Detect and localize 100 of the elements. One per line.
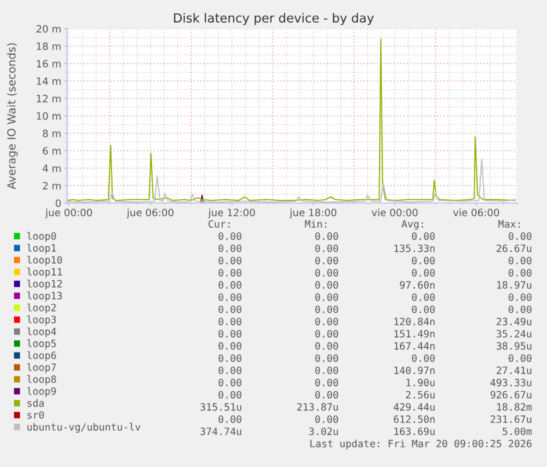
line-series bbox=[67, 38, 516, 201]
legend-label: loop12 bbox=[27, 280, 62, 290]
text: 0.00 bbox=[218, 354, 242, 362]
legend-label: loop9 bbox=[27, 387, 56, 397]
text: 0.00 bbox=[412, 232, 435, 240]
text: 0.00 bbox=[508, 232, 532, 240]
y-tick-label: 8 m bbox=[42, 130, 61, 138]
x-tick-label: jue 18:00 bbox=[290, 208, 336, 218]
legend-label: sda bbox=[28, 399, 44, 407]
text: 0.00 bbox=[218, 330, 242, 338]
y-tick-label: 2 m bbox=[42, 182, 61, 190]
text: 0.00 bbox=[315, 318, 338, 326]
y-tick-label: 0 bbox=[56, 199, 61, 207]
legend-label: ubuntu-vg/ubuntu-lv bbox=[27, 422, 140, 433]
text: 0.00 bbox=[315, 390, 338, 399]
legend-label: loop3 bbox=[27, 316, 56, 326]
x-tick-label: jue 00:00 bbox=[45, 208, 92, 218]
text: 135.33n bbox=[394, 244, 435, 252]
text: 0.00 bbox=[218, 378, 242, 386]
x-tick-label: jue 06:00 bbox=[126, 208, 174, 218]
text: 5.00m bbox=[502, 428, 532, 436]
text: 0.00 bbox=[218, 366, 242, 374]
text: 231.67u bbox=[490, 415, 532, 423]
text: 315.51u bbox=[200, 403, 242, 411]
legend-label: loop11 bbox=[27, 268, 62, 278]
y-tick-label: 6 m bbox=[42, 147, 61, 155]
text: 612.50n bbox=[394, 415, 435, 423]
text: 23.49u bbox=[496, 318, 532, 326]
text: 1.90u bbox=[406, 378, 435, 386]
text: 26.67u bbox=[496, 244, 532, 252]
text: 0.00 bbox=[315, 268, 338, 277]
text: Min: bbox=[305, 220, 326, 228]
text: 2.56u bbox=[406, 390, 435, 399]
text: 493.33u bbox=[490, 378, 532, 386]
legend-label: sr0 bbox=[28, 411, 44, 419]
legend-label: loop6 bbox=[27, 351, 56, 362]
x-tick-label: jue 12:00 bbox=[208, 208, 255, 218]
legend-label: loop10 bbox=[27, 256, 62, 266]
y-axis-title: Average IO Wait (seconds) bbox=[6, 43, 18, 190]
text: 0.00 bbox=[412, 293, 435, 301]
text: 0.00 bbox=[218, 293, 242, 301]
text: 0.00 bbox=[508, 306, 532, 314]
text: 0.00 bbox=[412, 354, 435, 362]
text: 0.00 bbox=[412, 268, 435, 277]
text: 0.00 bbox=[412, 256, 435, 264]
text: 374.74u bbox=[200, 428, 242, 436]
text: Last update: Fri Mar 20 09:00:25 2026 bbox=[310, 440, 532, 450]
text: 0.00 bbox=[218, 268, 242, 277]
text: 120.84n bbox=[394, 318, 435, 326]
text: 0.00 bbox=[315, 354, 338, 362]
text: 0.00 bbox=[315, 244, 338, 252]
text: 140.97n bbox=[394, 366, 435, 374]
text: Cur: bbox=[208, 220, 230, 228]
y-tick-label: 12 m bbox=[36, 94, 61, 102]
text: 0.00 bbox=[218, 281, 242, 289]
text: 0.00 bbox=[218, 390, 242, 399]
text: 38.95u bbox=[496, 342, 532, 350]
text: 0.00 bbox=[412, 306, 435, 314]
text: 3.02u bbox=[309, 428, 338, 436]
text: 163.69u bbox=[394, 428, 435, 436]
text: 0.00 bbox=[218, 318, 242, 326]
text: 0.00 bbox=[315, 378, 338, 386]
y-tick-label: 4 m bbox=[42, 164, 61, 172]
text: 0.00 bbox=[315, 366, 338, 374]
legend-label: loop4 bbox=[27, 327, 56, 338]
chart-title: Disk latency per device - by day bbox=[174, 12, 374, 26]
text: 167.44n bbox=[394, 342, 435, 350]
text: 0.00 bbox=[315, 415, 338, 423]
text: 0.00 bbox=[315, 232, 338, 240]
text: 0.00 bbox=[315, 306, 338, 314]
text: 0.00 bbox=[218, 342, 242, 350]
y-tick-label: 20 m bbox=[36, 25, 61, 33]
text: 429.44u bbox=[394, 403, 435, 411]
y-tick-label: 14 m bbox=[36, 78, 61, 85]
text: 0.00 bbox=[315, 256, 338, 264]
text: 0.00 bbox=[315, 293, 338, 301]
legend-label: loop1 bbox=[27, 244, 56, 254]
text: 0.00 bbox=[508, 256, 532, 264]
text: 27.41u bbox=[496, 366, 532, 374]
x-tick-label: vie 00:00 bbox=[372, 208, 418, 216]
text: 0.00 bbox=[218, 244, 242, 252]
legend-label: loop5 bbox=[27, 339, 56, 350]
text: 0.00 bbox=[508, 268, 532, 277]
legend-label: loop2 bbox=[27, 304, 56, 314]
text: Avg: bbox=[402, 220, 423, 230]
x-tick-label: vie 06:00 bbox=[453, 208, 500, 216]
y-tick-label: 16 m bbox=[36, 60, 61, 68]
text: 18.97u bbox=[497, 281, 532, 289]
text: 0.00 bbox=[218, 232, 242, 240]
text: 0.00 bbox=[218, 415, 242, 423]
text: 0.00 bbox=[315, 281, 338, 289]
text: 18.82m bbox=[497, 403, 532, 411]
legend-label: loop7 bbox=[27, 363, 56, 373]
text: 97.60n bbox=[400, 281, 435, 289]
text: 0.00 bbox=[315, 330, 338, 338]
text: 0.00 bbox=[508, 354, 532, 362]
y-tick-label: 10 m bbox=[36, 112, 61, 120]
text: 926.67u bbox=[490, 390, 532, 399]
text: 0.00 bbox=[218, 306, 242, 314]
legend-label: loop13 bbox=[27, 292, 62, 302]
